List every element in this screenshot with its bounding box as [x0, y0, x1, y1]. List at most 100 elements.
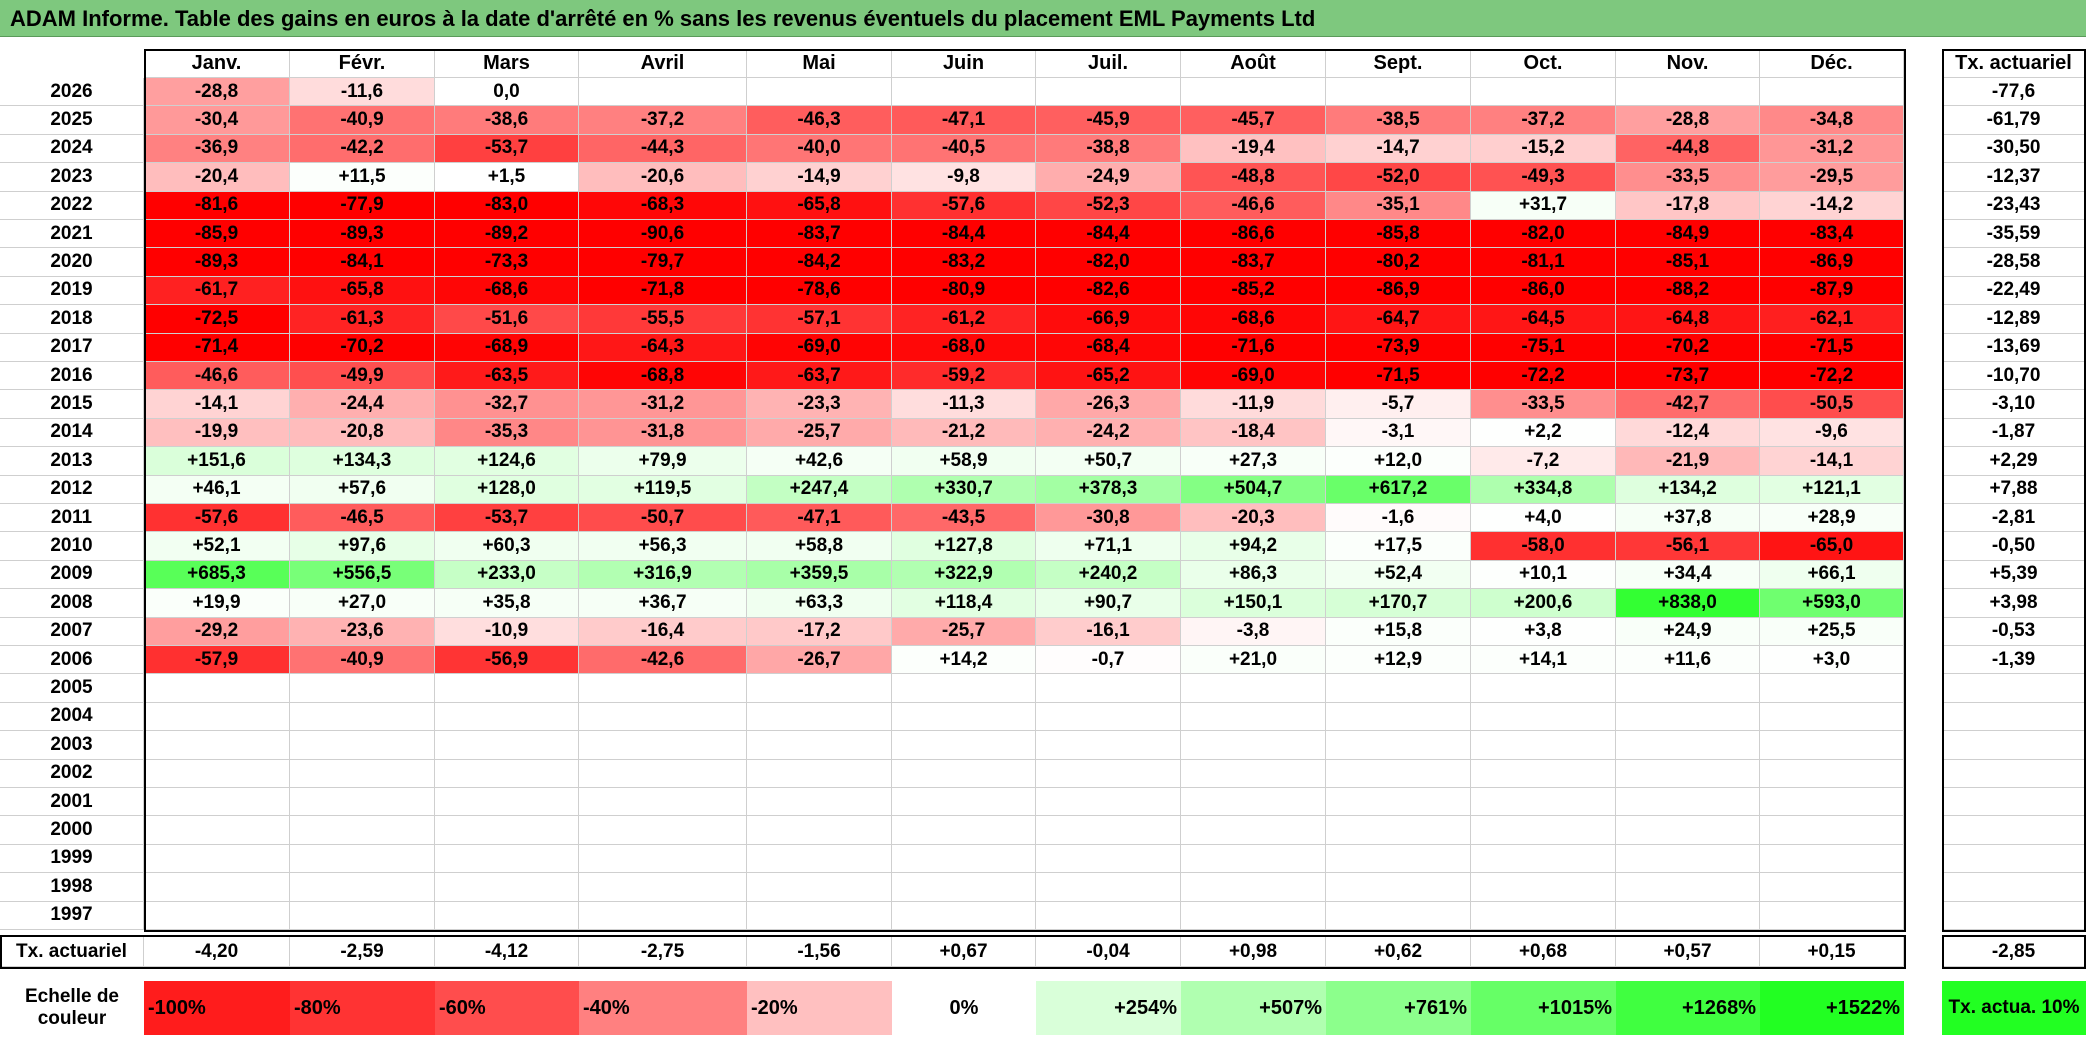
- month-header[interactable]: Févr.: [290, 49, 435, 78]
- month-header[interactable]: Avril: [579, 49, 747, 78]
- table-cell[interactable]: [1616, 702, 1760, 732]
- table-cell[interactable]: [144, 702, 290, 732]
- row-actuarial[interactable]: -13,69: [1942, 333, 2086, 362]
- table-cell[interactable]: +200,6: [1471, 589, 1616, 618]
- table-cell[interactable]: [1616, 901, 1760, 930]
- table-cell[interactable]: -10,9: [435, 617, 579, 646]
- table-cell[interactable]: +66,1: [1760, 560, 1904, 590]
- year-label[interactable]: 2013: [0, 447, 144, 476]
- table-cell[interactable]: -73,3: [435, 248, 579, 277]
- month-header[interactable]: Déc.: [1760, 49, 1904, 78]
- table-cell[interactable]: [1181, 702, 1326, 732]
- table-cell[interactable]: -69,0: [747, 333, 892, 362]
- table-cell[interactable]: -24,9: [1036, 163, 1181, 192]
- table-cell[interactable]: -79,7: [579, 248, 747, 277]
- row-actuarial[interactable]: -1,39: [1942, 646, 2086, 675]
- year-label[interactable]: 2026: [0, 78, 144, 107]
- year-label[interactable]: 2008: [0, 589, 144, 618]
- table-cell[interactable]: +4,0: [1471, 504, 1616, 533]
- year-label[interactable]: 2006: [0, 646, 144, 675]
- table-cell[interactable]: -19,9: [144, 418, 290, 448]
- table-cell[interactable]: -72,2: [1760, 362, 1904, 391]
- table-cell[interactable]: +556,5: [290, 560, 435, 590]
- table-cell[interactable]: [1471, 702, 1616, 732]
- table-cell[interactable]: -70,2: [290, 333, 435, 362]
- table-cell[interactable]: -29,2: [144, 617, 290, 646]
- table-cell[interactable]: [290, 702, 435, 732]
- table-cell[interactable]: [747, 901, 892, 930]
- table-cell[interactable]: [290, 759, 435, 788]
- table-cell[interactable]: -61,7: [144, 276, 290, 306]
- month-header[interactable]: Nov.: [1616, 49, 1760, 78]
- table-cell[interactable]: -32,7: [435, 390, 579, 419]
- table-cell[interactable]: [1326, 702, 1471, 732]
- table-cell[interactable]: [1616, 731, 1760, 760]
- table-cell[interactable]: [1616, 844, 1760, 874]
- table-cell[interactable]: [579, 731, 747, 760]
- year-label[interactable]: 2016: [0, 362, 144, 391]
- row-actuarial[interactable]: [1942, 788, 2086, 817]
- table-cell[interactable]: -14,1: [1760, 447, 1904, 476]
- row-actuarial[interactable]: [1942, 702, 2086, 732]
- month-header[interactable]: Mai: [747, 49, 892, 78]
- table-cell[interactable]: -38,5: [1326, 106, 1471, 135]
- table-cell[interactable]: -77,9: [290, 191, 435, 220]
- table-cell[interactable]: -84,1: [290, 248, 435, 277]
- table-cell[interactable]: -23,3: [747, 390, 892, 419]
- table-cell[interactable]: -12,4: [1616, 418, 1760, 448]
- table-cell[interactable]: [144, 844, 290, 874]
- year-label[interactable]: 2004: [0, 702, 144, 732]
- year-label[interactable]: 2007: [0, 617, 144, 646]
- table-cell[interactable]: -52,3: [1036, 191, 1181, 220]
- table-cell[interactable]: [435, 844, 579, 874]
- table-cell[interactable]: -65,8: [290, 276, 435, 306]
- table-cell[interactable]: [1760, 816, 1904, 845]
- table-cell[interactable]: [290, 873, 435, 902]
- table-cell[interactable]: -33,5: [1616, 163, 1760, 192]
- row-actuarial[interactable]: +5,39: [1942, 560, 2086, 590]
- table-cell[interactable]: [1471, 844, 1616, 874]
- year-label[interactable]: 2002: [0, 759, 144, 788]
- table-cell[interactable]: [1471, 759, 1616, 788]
- table-cell[interactable]: +10,1: [1471, 560, 1616, 590]
- table-cell[interactable]: [747, 816, 892, 845]
- table-cell[interactable]: -83,4: [1760, 220, 1904, 249]
- year-label[interactable]: 2020: [0, 248, 144, 277]
- table-cell[interactable]: [1036, 78, 1181, 107]
- year-label[interactable]: 2009: [0, 560, 144, 590]
- table-cell[interactable]: [1326, 759, 1471, 788]
- table-cell[interactable]: -34,8: [1760, 106, 1904, 135]
- table-cell[interactable]: -63,7: [747, 362, 892, 391]
- table-cell[interactable]: -51,6: [435, 305, 579, 334]
- table-cell[interactable]: -70,2: [1616, 333, 1760, 362]
- table-cell[interactable]: 0,0: [435, 78, 579, 107]
- table-cell[interactable]: [435, 873, 579, 902]
- table-cell[interactable]: [892, 78, 1036, 107]
- table-cell[interactable]: -68,6: [435, 276, 579, 306]
- table-cell[interactable]: +57,6: [290, 475, 435, 504]
- scale-cell[interactable]: -20%: [747, 981, 892, 1035]
- year-label[interactable]: 2011: [0, 504, 144, 533]
- table-cell[interactable]: +24,9: [1616, 617, 1760, 646]
- table-cell[interactable]: -46,6: [144, 362, 290, 391]
- year-label[interactable]: 2015: [0, 390, 144, 419]
- table-cell[interactable]: -49,9: [290, 362, 435, 391]
- table-cell[interactable]: -85,9: [144, 220, 290, 249]
- table-cell[interactable]: [747, 873, 892, 902]
- table-cell[interactable]: +58,8: [747, 532, 892, 561]
- table-cell[interactable]: -80,9: [892, 276, 1036, 306]
- table-cell[interactable]: -84,2: [747, 248, 892, 277]
- table-cell[interactable]: +37,8: [1616, 504, 1760, 533]
- table-cell[interactable]: [1760, 873, 1904, 902]
- table-cell[interactable]: -57,6: [892, 191, 1036, 220]
- table-cell[interactable]: -14,7: [1326, 134, 1471, 164]
- table-cell[interactable]: -30,8: [1036, 504, 1181, 533]
- table-cell[interactable]: -80,2: [1326, 248, 1471, 277]
- year-label[interactable]: 2017: [0, 333, 144, 362]
- row-actuarial[interactable]: -35,59: [1942, 220, 2086, 249]
- row-actuarial[interactable]: -2,81: [1942, 504, 2086, 533]
- summary-cell[interactable]: -0,04: [1036, 937, 1181, 967]
- scale-cell[interactable]: -40%: [579, 981, 747, 1035]
- table-cell[interactable]: -49,3: [1471, 163, 1616, 192]
- table-cell[interactable]: [290, 844, 435, 874]
